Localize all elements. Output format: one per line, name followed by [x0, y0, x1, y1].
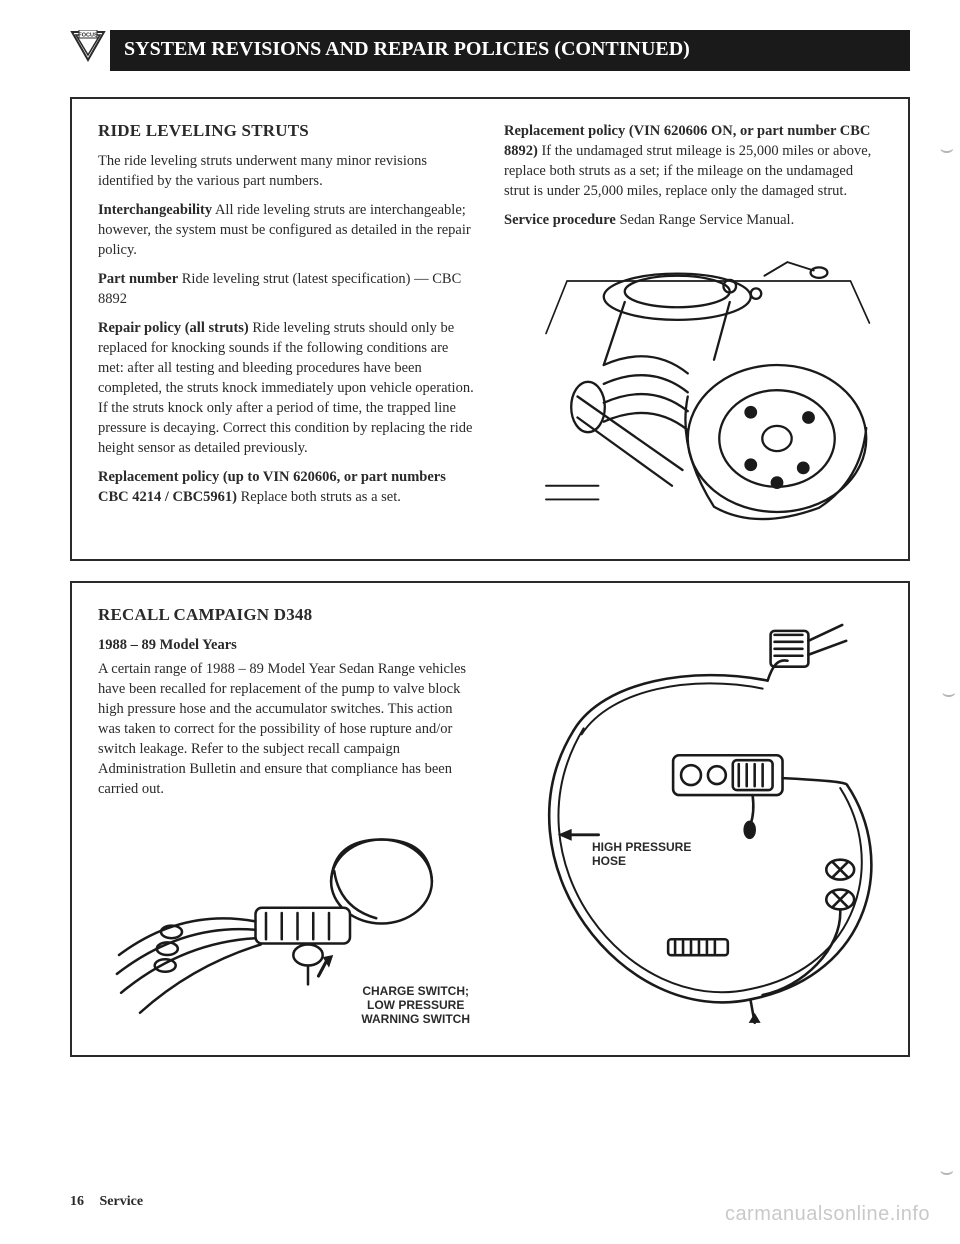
- section2-subheading: 1988 – 89 Model Years: [98, 635, 476, 655]
- section1-right-column: Replacement policy (VIN 620606 ON, or pa…: [504, 121, 882, 533]
- page-footer: 16 Service: [70, 1194, 143, 1210]
- paragraph: Part number Ride leveling strut (latest …: [98, 269, 476, 309]
- page-header: FOCUS SYSTEM REVISIONS AND REPAIR POLICI…: [70, 30, 910, 71]
- focus-badge-icon: FOCUS: [70, 30, 106, 62]
- page-number: 16: [70, 1194, 84, 1209]
- diagram-label-charge-switch: CHARGE SWITCH; LOW PRESSURE WARNING SWIT…: [361, 985, 470, 1026]
- paragraph: Replacement policy (VIN 620606 ON, or pa…: [504, 121, 882, 201]
- paragraph: Repair policy (all struts) Ride leveling…: [98, 318, 476, 458]
- section2-heading: RECALL CAMPAIGN D348: [98, 605, 476, 625]
- high-pressure-hose-illustration: [504, 611, 882, 1029]
- scan-mark-icon: ⌣: [942, 680, 956, 706]
- paragraph: Replacement policy (up to VIN 620606, or…: [98, 467, 476, 507]
- svg-text:FOCUS: FOCUS: [78, 33, 98, 39]
- paragraph: Interchangeability All ride leveling str…: [98, 200, 476, 260]
- section1-left-column: RIDE LEVELING STRUTS The ride leveling s…: [98, 121, 476, 533]
- scan-mark-icon: ⌣: [940, 136, 954, 162]
- section1-heading: RIDE LEVELING STRUTS: [98, 121, 476, 141]
- footer-section: Service: [100, 1194, 144, 1209]
- page-title: SYSTEM REVISIONS AND REPAIR POLICIES (CO…: [110, 30, 910, 71]
- paragraph: Service procedure Sedan Range Service Ma…: [504, 210, 882, 230]
- diagram-label-high-pressure-hose: HIGH PRESSURE HOSE: [592, 841, 691, 869]
- section-recall-d348: RECALL CAMPAIGN D348 1988 – 89 Model Yea…: [70, 581, 910, 1057]
- section2-right-column: HIGH PRESSURE HOSE: [504, 605, 882, 1029]
- section-ride-leveling-struts: RIDE LEVELING STRUTS The ride leveling s…: [70, 97, 910, 561]
- section2-left-column: RECALL CAMPAIGN D348 1988 – 89 Model Yea…: [98, 605, 476, 1029]
- watermark: carmanualsonline.info: [725, 1203, 930, 1226]
- paragraph: The ride leveling struts underwent many …: [98, 151, 476, 191]
- paragraph: A certain range of 1988 – 89 Model Year …: [98, 659, 476, 799]
- strut-assembly-illustration: [504, 239, 882, 533]
- scan-mark-icon: ⌣: [940, 1158, 954, 1184]
